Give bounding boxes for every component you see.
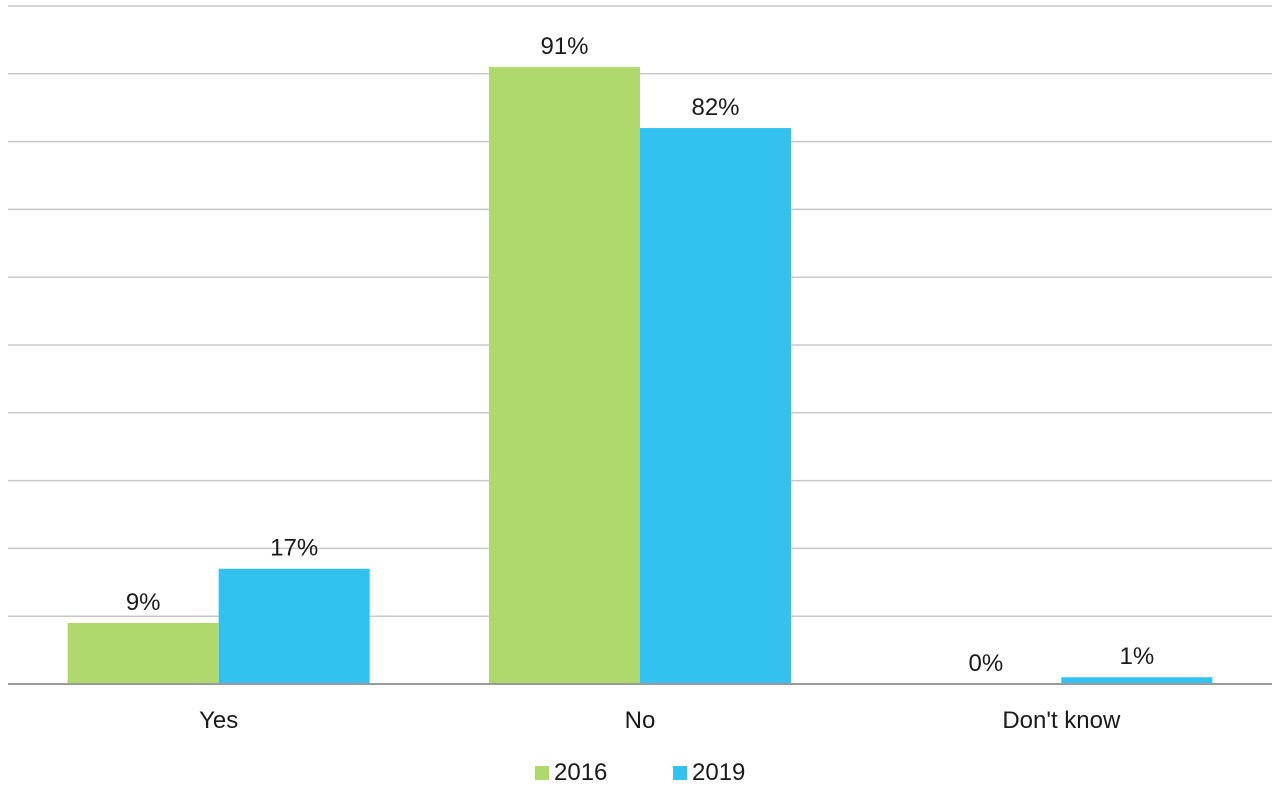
data-label: 9% xyxy=(126,589,161,616)
bar-2019-yes xyxy=(218,568,370,684)
legend-label: 2019 xyxy=(692,759,745,786)
data-label: 1% xyxy=(1119,643,1154,670)
legend: 2016 2019 xyxy=(535,759,745,786)
x-tick-label: Don't know xyxy=(1002,707,1121,734)
bar-2016-yes xyxy=(67,622,219,684)
data-labels: 9% 17% 91% 82% 0% 1% xyxy=(126,33,1154,677)
x-tick-label: No xyxy=(625,707,656,734)
data-label: 82% xyxy=(691,94,739,121)
data-label: 91% xyxy=(540,33,588,60)
x-axis: Yes No Don't know xyxy=(8,683,1272,734)
bar-2019-don-t-know xyxy=(1061,677,1213,684)
bar-2019-no xyxy=(640,128,791,685)
bar-2016-no xyxy=(489,67,640,684)
legend-label: 2016 xyxy=(554,759,607,786)
legend-swatch xyxy=(673,766,687,780)
bars xyxy=(67,67,1213,685)
data-label: 17% xyxy=(270,535,318,562)
legend-swatch xyxy=(535,766,549,780)
data-label: 0% xyxy=(968,650,1003,677)
x-tick-label: Yes xyxy=(199,707,238,734)
